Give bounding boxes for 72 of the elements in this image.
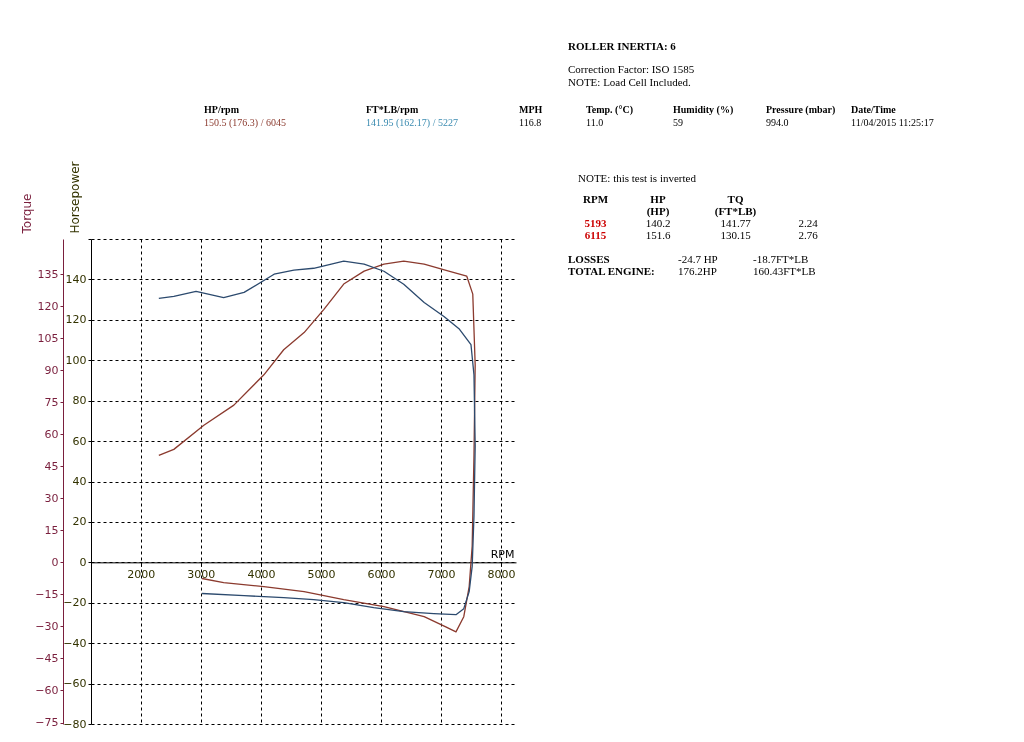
y2-tick-label: −75 — [35, 716, 59, 730]
text: 141.77 — [719, 217, 752, 229]
y-tick-label: 140 — [65, 272, 87, 286]
x-axis-title: RPM — [490, 547, 515, 561]
y-tick-label: 120 — [65, 313, 87, 327]
text: 59 — [672, 116, 684, 130]
text: -18.7FT*LB — [753, 253, 810, 265]
y2-tick-label: 135 — [37, 267, 59, 281]
y2-axis-title: Torque — [19, 193, 34, 235]
text: 116.8 — [518, 116, 543, 130]
text: 150.5 (176.3) / 6045 — [203, 116, 287, 130]
y2-tick-label: 105 — [37, 331, 59, 345]
text: NOTE: this test is inverted — [578, 172, 696, 184]
text: 11.0 — [585, 116, 605, 130]
y-tick-label: 100 — [65, 353, 87, 367]
text: Correction Factor: ISO 1585 — [568, 63, 695, 76]
y-tick-label: −60 — [63, 677, 87, 691]
text: Humidity (%) — [672, 103, 735, 116]
text: 140.2 — [644, 217, 672, 229]
text: Pressure (mbar) — [765, 103, 837, 116]
y2-tick-label: 120 — [37, 299, 59, 313]
x-tick-label: 5000 — [307, 567, 336, 581]
text: TQ (FT*LB) — [713, 193, 758, 217]
x-tick-label: 4000 — [247, 567, 276, 581]
text: 2.24 — [797, 217, 819, 229]
text: HP (HP) — [645, 193, 671, 217]
y2-tick-label: −15 — [35, 587, 59, 601]
text: -24.7 HP — [678, 253, 719, 265]
text: RPM — [581, 193, 609, 207]
text: LOSSES — [568, 253, 611, 265]
text: 130.15 — [719, 229, 752, 241]
text: 160.43FT*LB — [753, 265, 817, 277]
y2-tick-label: 0 — [51, 555, 59, 569]
y2-tick-label: −30 — [35, 619, 59, 633]
y2-tick-label: 30 — [44, 491, 59, 505]
y-axis-title: Horsepower — [67, 161, 82, 234]
y2-tick-label: 15 — [44, 523, 59, 537]
text: Temp. (°C) — [585, 103, 634, 116]
y-tick-label: 40 — [72, 475, 87, 488]
y-tick-label: −80 — [63, 717, 87, 731]
y2-tick-label: 60 — [44, 427, 59, 441]
y2-tick-label: 45 — [44, 459, 59, 473]
x-tick-label: 7000 — [427, 567, 456, 581]
text: FT*LB/rpm — [365, 103, 420, 116]
text: MPH — [518, 103, 544, 116]
x-tick-label: 8000 — [487, 567, 516, 581]
text: 5193 — [583, 217, 608, 229]
y2-tick-label: −60 — [35, 683, 59, 697]
text: 11/04/2015 11:25:17 — [850, 116, 935, 130]
text: 6115 — [583, 229, 608, 241]
text: TOTAL ENGINE: — [568, 265, 656, 277]
y-tick-label: 20 — [72, 515, 87, 529]
text: 2.76 — [797, 229, 819, 241]
y2-tick-label: −45 — [35, 651, 59, 665]
y-tick-label: 80 — [72, 394, 87, 408]
text: 151.6 — [644, 229, 672, 241]
y2-tick-label: 90 — [44, 363, 59, 377]
text: 994.0 — [765, 116, 790, 130]
y-tick-label: 0 — [79, 555, 87, 569]
text: 176.2HP — [678, 265, 718, 277]
x-tick-label: 2000 — [127, 567, 156, 581]
text: 141.95 (162.17) / 5227 — [365, 116, 459, 130]
y2-tick-label: 75 — [44, 395, 59, 409]
text: ROLLER INERTIA: 6 — [568, 40, 677, 53]
text: NOTE: Load Cell Included. — [568, 76, 692, 89]
text: HP/rpm — [203, 103, 240, 116]
x-tick-label: 3000 — [187, 567, 216, 581]
y-tick-label: 60 — [72, 434, 87, 448]
y-tick-label: −40 — [63, 636, 87, 650]
x-tick-label: 6000 — [367, 567, 396, 581]
y-tick-label: −20 — [63, 596, 87, 610]
text: Date/Time — [850, 103, 897, 116]
